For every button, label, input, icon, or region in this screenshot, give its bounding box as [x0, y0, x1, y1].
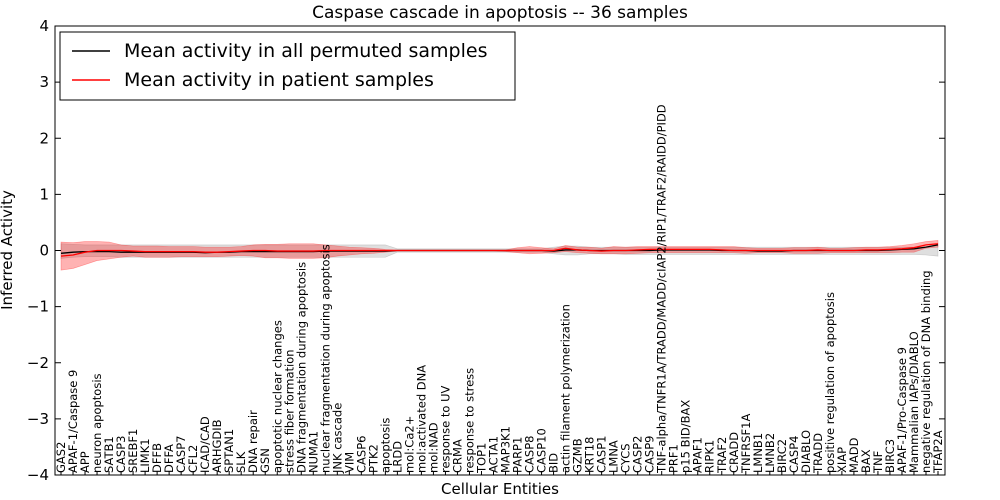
- x-tick-label: CASP10: [535, 428, 549, 473]
- x-axis-label: Cellular Entities: [441, 480, 559, 498]
- x-tick-label: response to UV: [438, 385, 452, 473]
- x-tick-label: CASP8: [523, 436, 537, 473]
- x-tick-label: LIMK1: [138, 438, 152, 473]
- line-patient: [60, 243, 939, 257]
- x-tick-label: PRF1: [667, 444, 681, 473]
- x-tick-label: SATB1: [102, 436, 116, 473]
- x-tick-label: SLK: [234, 451, 248, 473]
- x-tick-label: APP: [78, 451, 92, 473]
- y-axis: 4 3 2 1 0 −1 −2 −3 −4: [27, 17, 945, 484]
- x-tick-label: TNFRSF1A: [739, 414, 753, 474]
- x-tick-label: CASP6: [354, 436, 368, 473]
- legend-box: [59, 31, 516, 101]
- x-tick-label: TRAF2: [715, 437, 729, 474]
- y-tick-label: −2: [27, 354, 49, 372]
- legend-label-patient: Mean activity in patient samples: [124, 69, 434, 91]
- x-tick-label: KRT18: [583, 437, 597, 473]
- x-tick-label: DNA fragmentation during apoptosis: [294, 262, 308, 473]
- x-tick-label: Mammalian IAPs/DIABLO: [907, 331, 921, 473]
- x-tick-label: DFFB: [150, 443, 164, 473]
- x-tick-label: SREBF1: [126, 429, 140, 473]
- x-tick-label: CASP4: [787, 436, 801, 473]
- x-tick-label: MADD: [847, 437, 861, 473]
- x-tick-label: p15 BID/BAX: [679, 400, 693, 473]
- x-tick-label: NUMA1: [306, 431, 320, 473]
- x-tick-label: GZMB: [571, 438, 585, 473]
- x-tick-label: stress fiber formation: [282, 349, 296, 473]
- x-tick-label: PARP1: [511, 437, 525, 473]
- x-tick-label: APAF1: [691, 437, 705, 473]
- x-tick-label: positive regulation of apoptosis: [823, 292, 837, 473]
- x-tick-label: apoptotic nuclear changes: [270, 320, 284, 473]
- x-tick-label: XIAP: [835, 447, 849, 473]
- x-tick-label: DNA repair: [246, 410, 260, 473]
- x-tick-label: LRDD: [390, 441, 404, 473]
- x-tick-label: mol:activated DNA: [414, 365, 428, 473]
- plot-frame: [54, 25, 946, 476]
- x-tick-label: CASP3: [114, 436, 128, 473]
- chart-title: Caspase cascade in apoptosis -- 36 sampl…: [312, 3, 688, 23]
- x-tick-label: VIM: [342, 452, 356, 473]
- x-tick-label: GAS2: [54, 442, 68, 473]
- x-tick-label: neuron apoptosis: [90, 373, 104, 473]
- x-tick-label: LMNB2: [763, 433, 777, 473]
- x-tick-label: CRADD: [727, 432, 741, 473]
- legend: Mean activity in all permuted samples Me…: [59, 31, 516, 101]
- x-tick-label: CFL2: [186, 445, 200, 473]
- x-tick-label: PTK2: [366, 444, 380, 473]
- x-tick-label: response to stress: [462, 368, 476, 473]
- y-tick-label: −4: [27, 466, 49, 484]
- x-tick-label: MAP3K1: [499, 426, 513, 473]
- y-axis-label: Inferred Activity: [0, 190, 16, 310]
- band-patient: [60, 240, 939, 271]
- y-tick-label: 1: [39, 185, 49, 203]
- x-tick-label: APAF-1/Pro-Caspase 9: [895, 347, 909, 473]
- x-tick-label: TNF: [871, 451, 885, 474]
- x-tick-label: SPTAN1: [222, 429, 236, 473]
- x-tick-label: LMNB1: [751, 433, 765, 473]
- x-tick-label: CASP2: [631, 436, 645, 473]
- x-tick-label: nuclear fragmentation during apoptosis: [318, 244, 332, 473]
- x-tick-label: TFAP2A: [931, 430, 945, 474]
- y-tick-label: 0: [39, 242, 49, 260]
- x-tick-label: CASP1: [595, 436, 609, 473]
- x-tick-label: BIRC3: [883, 439, 897, 473]
- x-tick-label: negative regulation of DNA binding: [919, 270, 933, 473]
- x-tick-label: TRADD: [811, 433, 825, 474]
- y-tick-label: 4: [39, 17, 49, 35]
- y-tick-label: 3: [39, 73, 49, 91]
- x-tick-label: JNK cascade: [330, 403, 344, 474]
- x-tick-label: BAX: [859, 449, 873, 473]
- x-tick-label: ACTA1: [486, 436, 500, 473]
- y-tick-label: 2: [39, 129, 49, 147]
- x-tick-label: ARHGDIB: [210, 419, 224, 473]
- x-tick-label: BID: [547, 453, 561, 473]
- x-tick-label: DIABLO: [799, 430, 813, 473]
- x-tick-label: CRMA: [450, 439, 464, 473]
- x-tick-label: apoptosis: [378, 418, 392, 473]
- x-tick-label: mol:NAD: [426, 422, 440, 473]
- x-tick-label: RIPK1: [703, 440, 717, 473]
- legend-label-permuted: Mean activity in all permuted samples: [124, 40, 487, 62]
- x-tick-label: mol:Ca2+: [402, 416, 416, 473]
- x-tick-label: LMNA: [607, 440, 621, 473]
- series-lines: [60, 243, 939, 257]
- x-tick-label: CYCS: [619, 443, 633, 473]
- x-tick-label: CASP9: [643, 436, 657, 473]
- x-tick-label: ICAD/CAD: [198, 416, 212, 473]
- x-tick-label: BIRC2: [775, 439, 789, 473]
- y-tick-label: −1: [27, 298, 49, 316]
- y-tick-label: −3: [27, 410, 49, 428]
- x-tick-label: APAF-1/Caspase 9: [66, 370, 80, 473]
- x-tick-label: actin filament polymerization: [559, 304, 573, 473]
- x-tick-label: GSN: [258, 448, 272, 473]
- x-tick-label: TOP1: [474, 443, 488, 474]
- x-tick-label: CASP7: [174, 436, 188, 473]
- x-tick-label: TNF-alpha/TNFR1A/TRADD/MADD/cIAP2/RIP1/T…: [655, 104, 669, 474]
- x-tick-label: DFFA: [162, 444, 176, 473]
